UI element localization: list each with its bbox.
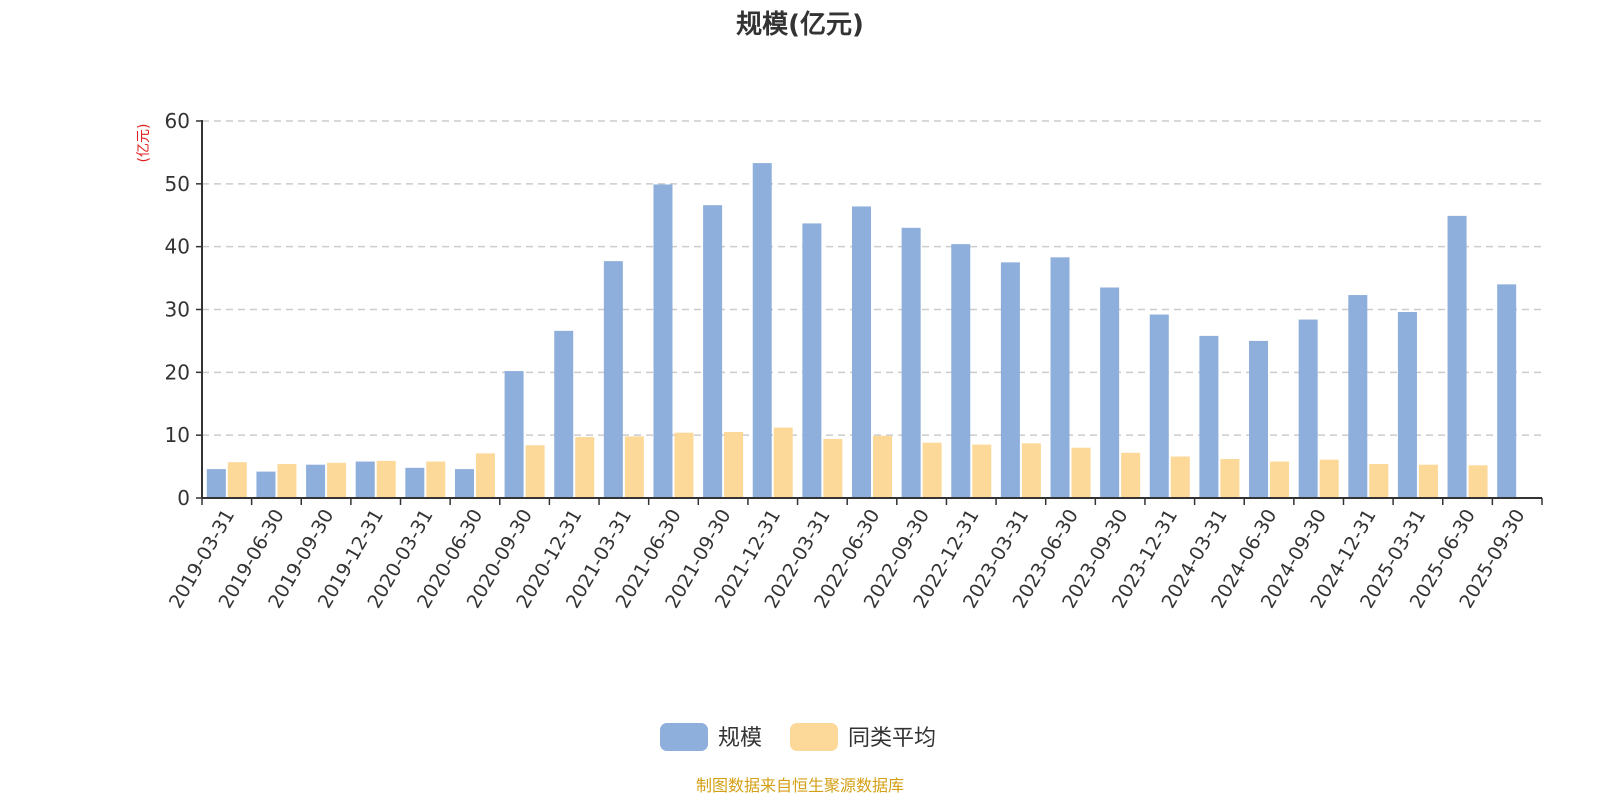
bar-peer-average (1418, 464, 1438, 498)
bar-scale (306, 464, 326, 498)
bar-peer-average (873, 435, 892, 498)
grid-lines (202, 120, 1542, 436)
y-tick-label: 0 (177, 486, 190, 510)
bar-scale (256, 471, 276, 498)
bar-peer-average (376, 460, 396, 498)
data-source-note: 制图数据来自恒生聚源数据库 (696, 776, 904, 795)
bars (206, 163, 1517, 499)
bar-scale (1249, 340, 1269, 498)
bar-scale (454, 469, 474, 498)
bar-peer-average (1170, 456, 1190, 498)
bar-scale (1000, 262, 1020, 498)
bar-peer-average (823, 438, 843, 498)
bar-peer-average (227, 462, 247, 498)
bar-scale (802, 223, 822, 498)
y-tick-label: 50 (165, 172, 190, 196)
bar-scale (653, 184, 673, 498)
bar-peer-average (773, 427, 793, 498)
legend-label: 规模 (718, 726, 762, 751)
bar-peer-average (724, 432, 744, 498)
bar-peer-average (972, 444, 992, 498)
y-tick-label: 30 (165, 298, 190, 322)
bar-peer-average (624, 436, 644, 498)
bar-scale (603, 261, 623, 498)
bar-peer-average (426, 461, 446, 498)
bar-peer-average (277, 464, 297, 498)
bar-peer-average (475, 453, 495, 498)
bar-peer-average (1369, 464, 1389, 498)
legend-label: 同类平均 (848, 726, 936, 751)
legend-swatch (790, 723, 838, 751)
y-tick-label: 10 (165, 423, 190, 447)
bar-scale (752, 163, 772, 498)
bar-peer-average (922, 442, 942, 498)
bar-scale (554, 330, 574, 498)
bar-peer-average (1220, 459, 1240, 498)
bar-peer-average (1270, 461, 1290, 498)
bar-peer-average (575, 437, 595, 498)
bar-peer-average (1319, 459, 1339, 498)
bar-peer-average (1468, 465, 1488, 498)
bar-peer-average (674, 432, 694, 498)
y-tick-label: 20 (165, 360, 190, 384)
bar-scale (405, 467, 425, 498)
bar-scale (1497, 284, 1517, 498)
bar-scale (1100, 287, 1120, 498)
bar-scale (1298, 319, 1318, 498)
bar-peer-average (1071, 447, 1091, 498)
bar-scale (703, 205, 723, 499)
bar-peer-average (525, 445, 545, 498)
bar-scale (951, 244, 971, 498)
bar-scale (355, 461, 375, 498)
bar-scale (1447, 215, 1467, 498)
chart-title: 规模(亿元) (736, 10, 864, 40)
y-axis-unit-label: (亿元) (136, 124, 152, 163)
bar-scale (206, 469, 226, 498)
y-tick-label: 60 (165, 109, 190, 133)
bar-scale (1199, 335, 1219, 498)
bar-scale (1050, 257, 1070, 498)
bar-peer-average (1021, 443, 1041, 498)
legend-swatch (660, 723, 708, 751)
bar-scale (1149, 314, 1169, 498)
bar-scale (1348, 295, 1368, 498)
y-tick-label: 40 (165, 235, 190, 259)
legend: 规模 同类平均 (660, 723, 936, 751)
bar-scale (1397, 312, 1417, 498)
bar-peer-average (1121, 452, 1141, 498)
bar-scale (504, 371, 524, 498)
bar-scale (852, 206, 871, 498)
bar-peer-average (327, 462, 347, 498)
bar-scale (901, 227, 921, 499)
